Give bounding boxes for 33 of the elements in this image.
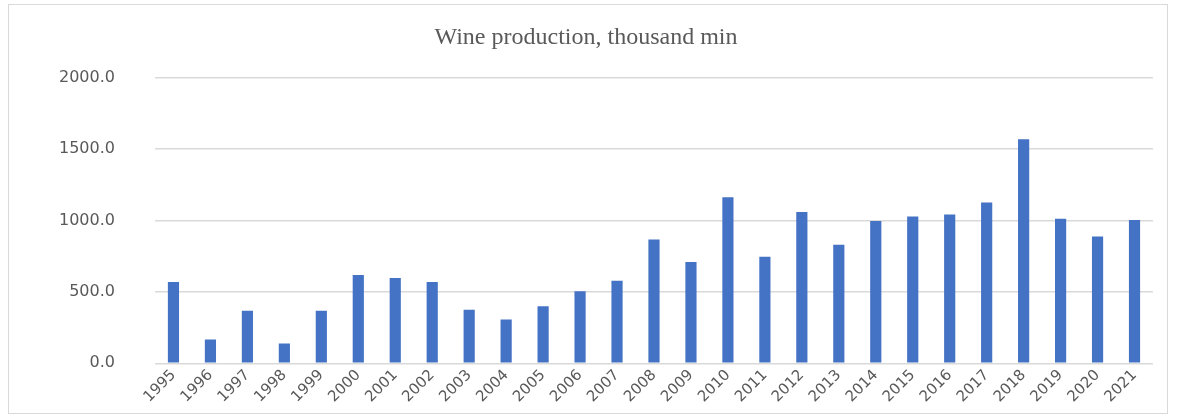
bar — [685, 262, 697, 363]
bar — [389, 277, 401, 363]
bar — [981, 202, 993, 363]
bar — [167, 281, 180, 363]
bar — [500, 319, 512, 363]
bar — [537, 306, 549, 363]
bar — [1128, 220, 1141, 363]
bar — [759, 256, 771, 363]
bar — [648, 239, 660, 363]
bar — [352, 274, 364, 363]
y-tick-label: 2000.0 — [59, 66, 115, 86]
y-tick-label: 0.0 — [89, 352, 115, 372]
bar — [907, 216, 919, 363]
bar — [241, 310, 253, 363]
bar — [278, 343, 290, 363]
bar — [944, 214, 956, 363]
bar — [574, 291, 586, 363]
bar — [1055, 218, 1067, 363]
bar — [833, 244, 845, 363]
bar — [315, 310, 327, 363]
y-tick-label: 1000.0 — [59, 209, 115, 229]
bar — [463, 309, 475, 363]
y-tick-label: 500.0 — [69, 281, 115, 301]
y-tick-label: 1500.0 — [59, 138, 115, 158]
bar — [1018, 139, 1030, 363]
bar — [1091, 236, 1104, 363]
bar — [796, 212, 808, 363]
chart-title: Wine production, thousand min — [434, 22, 738, 49]
bar — [204, 339, 217, 363]
bar — [426, 281, 438, 363]
bar — [611, 280, 623, 363]
bar — [722, 197, 734, 363]
bar — [870, 220, 882, 363]
